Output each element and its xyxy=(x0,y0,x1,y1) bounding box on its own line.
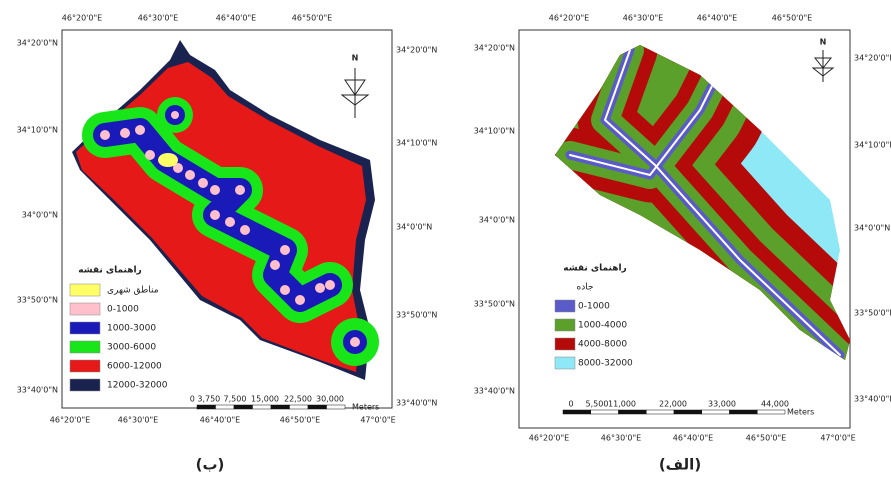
legend-label: 3000-6000 xyxy=(107,343,156,353)
legend-label: 0-1000 xyxy=(578,302,610,312)
scale-bar-segment xyxy=(253,405,272,409)
top-tick-label: 46°50'0"E xyxy=(292,14,332,23)
bottom-tick-label: 46°30'0"E xyxy=(118,416,158,425)
legend-swatch xyxy=(555,357,575,369)
scale-bar-segment xyxy=(730,410,758,414)
top-tick-label: 46°20'0"E xyxy=(549,14,589,23)
legend-swatch xyxy=(555,319,575,331)
scale-bar-segment xyxy=(271,405,290,409)
bottom-tick-label: 47°0'0"E xyxy=(360,416,395,425)
legend-label: 1000-3000 xyxy=(107,324,156,334)
scale-label: 33,000 xyxy=(708,400,736,409)
left-tick-label: 34°0'0"N xyxy=(479,216,515,225)
scale-bar-segment xyxy=(563,410,591,414)
legend-label: مناطق شهری xyxy=(107,286,159,296)
scale-label: 0 3,750 xyxy=(190,395,221,404)
right-tick-label: 33°50'0"N xyxy=(854,309,891,318)
scale-bar-segment xyxy=(674,410,702,414)
top-tick-label: 46°30'0"E xyxy=(623,14,663,23)
legend-label: 4000-8000 xyxy=(578,340,627,350)
legend-label: 8000-32000 xyxy=(578,359,633,369)
scale-bar-segment xyxy=(327,405,346,409)
legend-swatch xyxy=(70,284,100,296)
scale-unit: Meters xyxy=(352,403,379,412)
legend-swatch xyxy=(70,379,100,391)
legend-title: راهنمای نقشه xyxy=(78,266,141,276)
scale-bar-segment xyxy=(308,405,327,409)
legend-swatch xyxy=(555,300,575,312)
legend-label: 0-1000 xyxy=(107,305,139,315)
scale-bar-segment xyxy=(290,405,309,409)
legend-title: راهنمای نقشه xyxy=(563,264,626,274)
top-tick-label: 46°30'0"E xyxy=(138,14,178,23)
scale-label: 5,500 xyxy=(586,400,609,409)
right-tick-label: 33°50'0"N xyxy=(396,311,437,320)
right-tick-label: 34°20'0"N xyxy=(854,54,891,63)
right-tick-label: 34°10'0"N xyxy=(396,139,437,148)
bottom-tick-label: 47°0'0"E xyxy=(820,434,855,443)
legend-swatch xyxy=(70,360,100,372)
north-label: N xyxy=(352,54,359,63)
scale-label: 44,000 xyxy=(761,400,789,409)
left-tick-label: 34°10'0"N xyxy=(474,127,515,136)
left-tick-label: 33°40'0"N xyxy=(17,386,58,395)
bottom-tick-label: 46°50'0"E xyxy=(280,416,320,425)
scale-label: 0 xyxy=(568,400,573,409)
legend-swatch xyxy=(70,322,100,334)
left-tick-label: 33°50'0"N xyxy=(474,300,515,309)
top-tick-label: 46°40'0"E xyxy=(216,14,256,23)
scale-unit: Meters xyxy=(787,408,814,417)
scale-label: 22,000 xyxy=(659,400,687,409)
scale-bar-segment xyxy=(234,405,253,409)
left-tick-label: 34°10'0"N xyxy=(17,126,58,135)
right-tick-label: 34°0'0"N xyxy=(396,223,432,232)
figure: (ب) (الف) 46°20'0"E 46°30'0"E 46°40'0"E 46°… xyxy=(0,0,891,485)
legend-swatch xyxy=(70,341,100,353)
right-tick-label: 34°20'0"N xyxy=(396,46,437,55)
scale-bar-segment xyxy=(646,410,674,414)
top-tick-label: 46°40'0"E xyxy=(697,14,737,23)
left-tick-label: 34°0'0"N xyxy=(22,211,58,220)
scale-label: 22,500 xyxy=(284,395,312,404)
scale-bar-segment xyxy=(216,405,235,409)
scale-label: 30,000 xyxy=(316,395,344,404)
bottom-tick-label: 46°40'0"E xyxy=(673,434,713,443)
right-tick-label: 34°10'0"N xyxy=(854,141,891,150)
caption: (ب) xyxy=(196,456,225,474)
legend-swatch xyxy=(555,338,575,350)
bottom-tick-label: 46°20'0"E xyxy=(50,416,90,425)
right-tick-label: 33°40'0"N xyxy=(854,395,891,404)
legend-label: 12000-32000 xyxy=(107,381,168,391)
scale-bar-segment xyxy=(591,410,619,414)
bottom-tick-label: 46°40'0"E xyxy=(200,416,240,425)
legend-subtitle: جاده xyxy=(576,283,593,293)
top-tick-label: 46°50'0"E xyxy=(772,14,812,23)
bottom-tick-label: 46°30'0"E xyxy=(601,434,641,443)
legend-label: 6000-12000 xyxy=(107,362,162,372)
scale-label: 11,000 xyxy=(608,400,636,409)
right-tick-label: 33°40'0"N xyxy=(396,399,437,408)
north-label: N xyxy=(820,38,827,47)
left-tick-label: 34°20'0"N xyxy=(474,44,515,53)
scale-label: 15,000 xyxy=(251,395,279,404)
left-tick-label: 33°40'0"N xyxy=(474,387,515,396)
scale-bar-segment xyxy=(619,410,647,414)
scale-label: 7,500 xyxy=(224,395,247,404)
right-tick-label: 34°0'0"N xyxy=(854,224,890,233)
scale-bar-segment xyxy=(702,410,730,414)
scale-bar-segment xyxy=(197,405,216,409)
caption: (الف) xyxy=(659,456,701,474)
top-tick-label: 46°20'0"E xyxy=(62,14,102,23)
scale-bar-segment xyxy=(757,410,785,414)
bottom-tick-label: 46°20'0"E xyxy=(529,434,569,443)
left-tick-label: 34°20'0"N xyxy=(17,39,58,48)
legend-swatch xyxy=(70,303,100,315)
left-tick-label: 33°50'0"N xyxy=(17,296,58,305)
legend-label: 1000-4000 xyxy=(578,321,627,331)
bottom-tick-label: 46°50'0"E xyxy=(746,434,786,443)
